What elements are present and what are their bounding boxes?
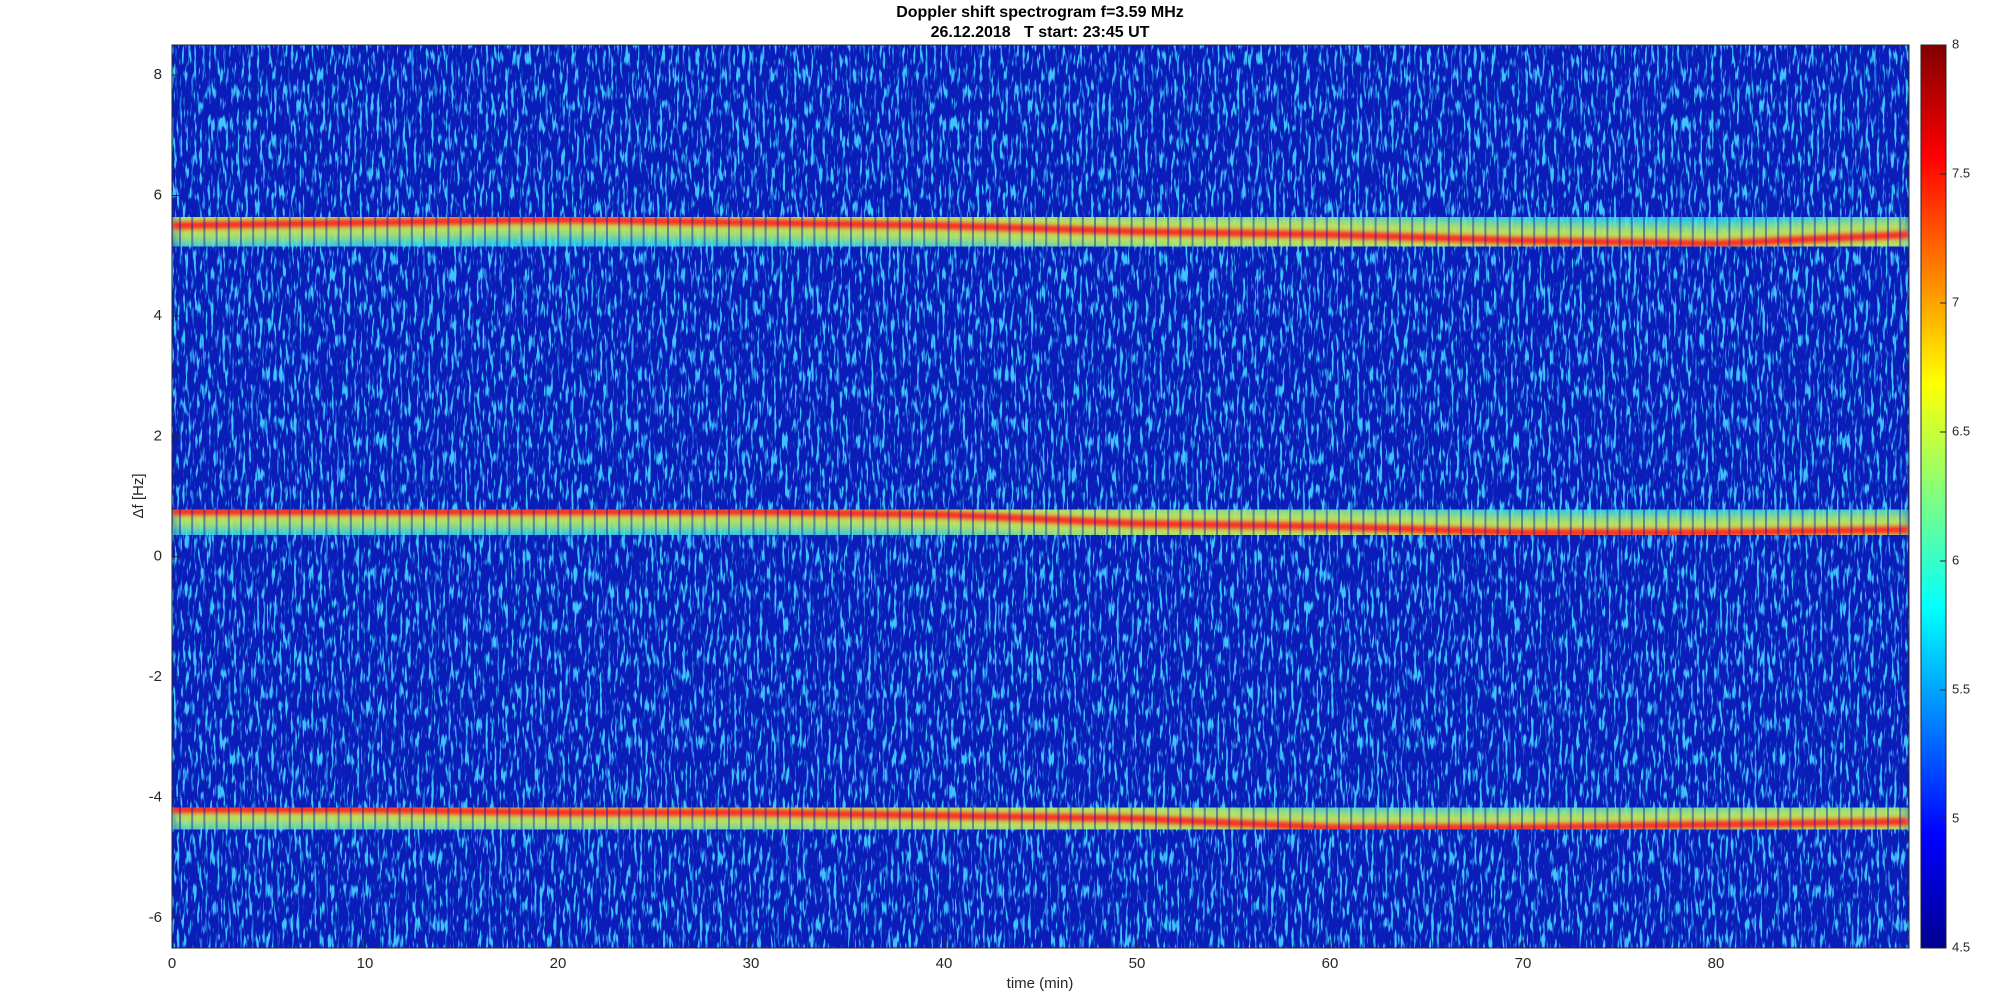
y-tick-label: 6: [154, 186, 162, 203]
y-axis-label: Δf [Hz]: [130, 473, 147, 518]
colorbar-tick-label: 7: [1952, 294, 1959, 309]
colorbar: [1920, 44, 1947, 949]
y-tick-label: 2: [154, 427, 162, 444]
y-tick-label: 0: [154, 548, 162, 565]
x-tick-label: 0: [168, 955, 176, 972]
ridge-line: [172, 806, 1909, 832]
x-tick-label: 20: [550, 955, 567, 972]
colorbar-tick-label: 5: [1952, 810, 1959, 825]
colorbar-tick-label: 8: [1952, 36, 1959, 51]
colorbar-tick-label: 4.5: [1952, 939, 1970, 954]
x-tick-label: 30: [743, 955, 760, 972]
x-tick-label: 50: [1129, 955, 1146, 972]
y-tick-label: 8: [154, 66, 162, 83]
y-tick-label: 4: [154, 307, 162, 324]
x-tick-label: 70: [1515, 955, 1532, 972]
x-tick-label: 80: [1708, 955, 1725, 972]
chart-subtitle: 26.12.2018 T start: 23:45 UT: [931, 24, 1150, 41]
ridge-line: [172, 508, 1909, 537]
colorbar-tick-label: 6: [1952, 552, 1959, 567]
x-axis-label: time (min): [1007, 975, 1074, 992]
y-tick-label: -2: [149, 668, 162, 685]
x-tick-label: 60: [1322, 955, 1339, 972]
y-tick-label: -6: [149, 909, 162, 926]
plot-frame: [171, 44, 1910, 949]
ridge-line: [172, 216, 1909, 248]
x-tick-label: 40: [936, 955, 953, 972]
colorbar-tick-label: 6.5: [1952, 423, 1970, 438]
colorbar-tick-label: 5.5: [1952, 681, 1970, 696]
y-tick-label: -4: [149, 788, 162, 805]
x-tick-label: 10: [357, 955, 374, 972]
chart-title: Doppler shift spectrogram f=3.59 MHz: [896, 4, 1184, 21]
colorbar-tick-label: 7.5: [1952, 165, 1970, 180]
